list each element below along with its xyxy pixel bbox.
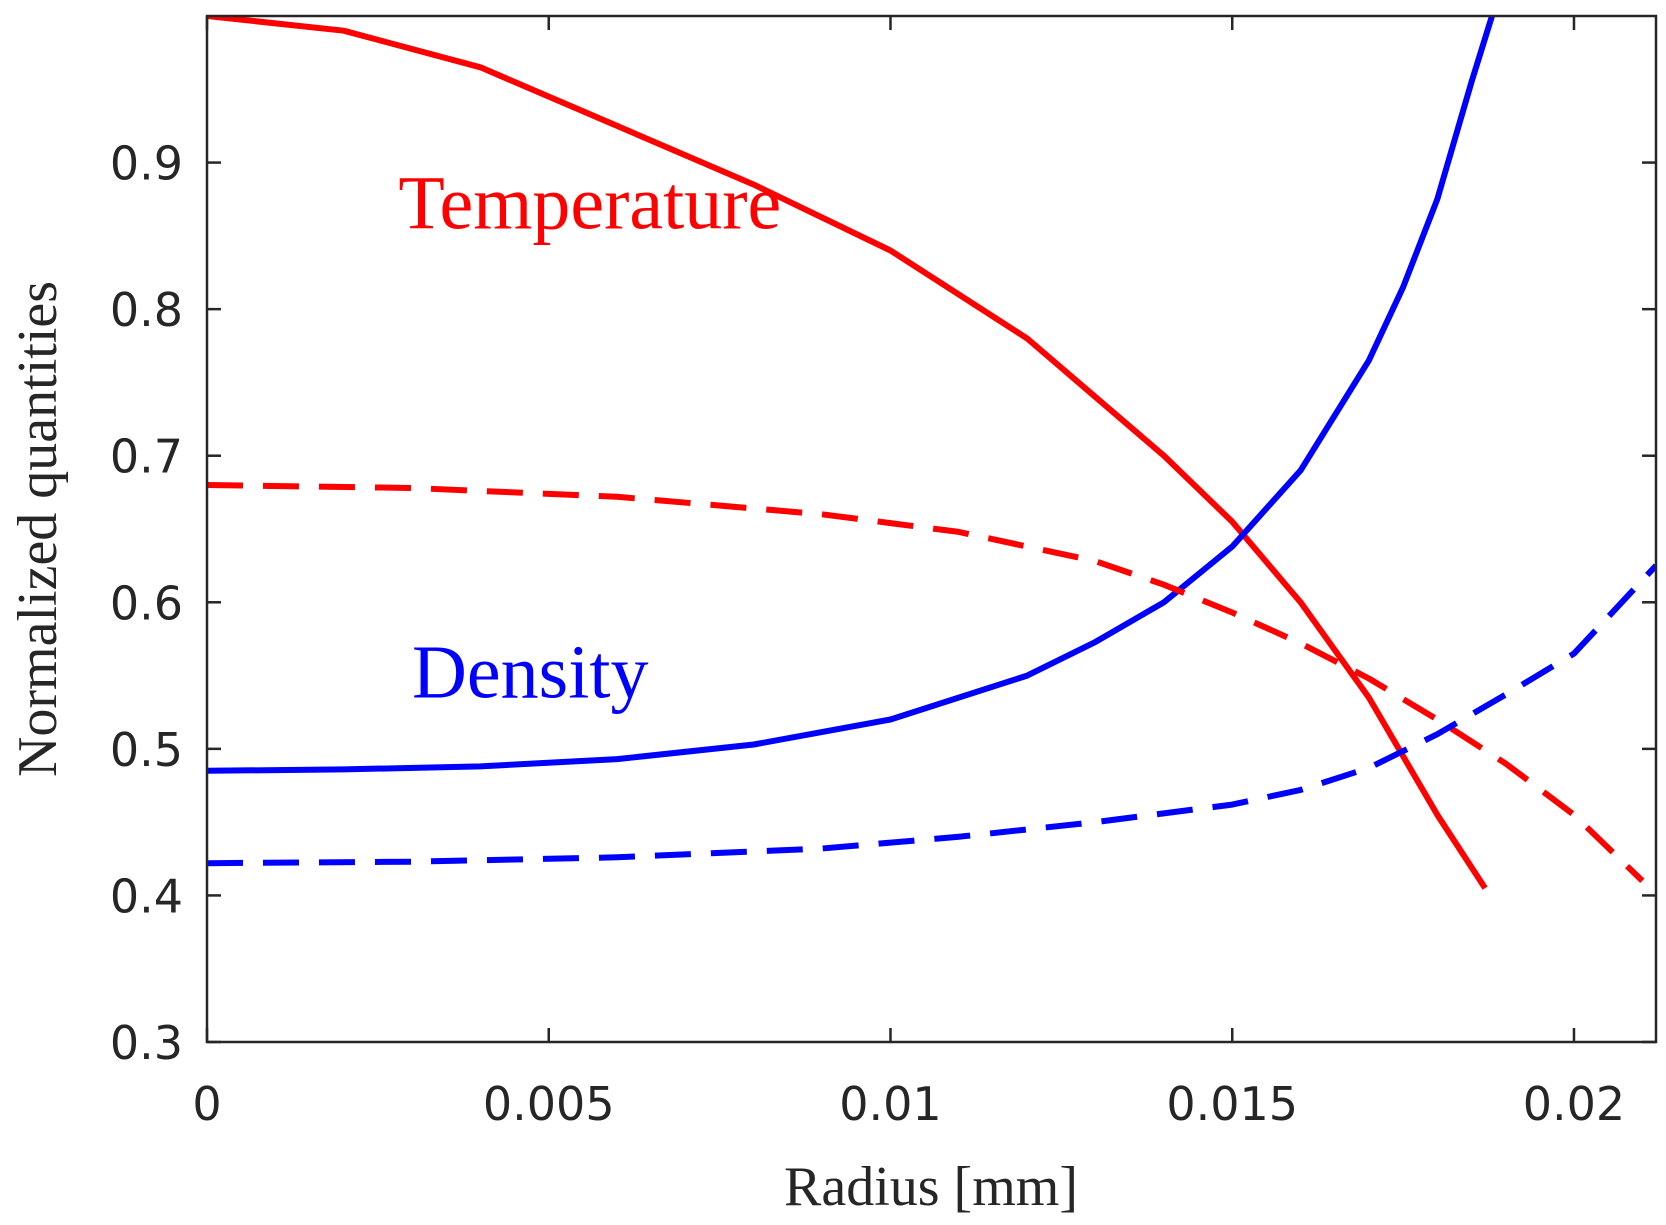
annotation-layer: Temperature Density: [398, 162, 781, 715]
y-tick-label: 0.3: [110, 1016, 183, 1070]
series-layer: [207, 16, 1656, 890]
y-tick-label: 0.6: [110, 576, 183, 630]
x-axis-title: Radius [mm]: [784, 1156, 1078, 1218]
series-line-density-dashed: [207, 563, 1656, 867]
y-tick-label: 0.7: [110, 430, 183, 484]
x-tick-label: 0.005: [483, 1077, 615, 1131]
annotation-temperature: Temperature: [398, 162, 781, 246]
y-tick-label: 0.8: [110, 283, 183, 337]
x-tick-label: 0.02: [1523, 1077, 1625, 1131]
y-axis-title: Normalized quantities: [7, 281, 69, 777]
x-tick-label: 0.01: [839, 1077, 941, 1131]
annotation-density: Density: [412, 631, 648, 715]
y-tick-label: 0.9: [110, 137, 183, 191]
series-line-temperature-solid: [207, 16, 1488, 890]
plot-area-background: [207, 16, 1656, 1042]
y-tick-label: 0.4: [110, 869, 183, 923]
y-tick-label: 0.5: [110, 723, 183, 777]
x-tick-label: 0: [192, 1077, 221, 1131]
series-line-density-solid: [207, 16, 1495, 774]
tick-layer: 0 0.005 0.01 0.015 0.02 0.3 0.4 0.5 0.6 0.7 0.8 0.9: [110, 16, 1656, 1131]
x-tick-label: 0.015: [1166, 1077, 1298, 1131]
axes-box: [205, 14, 1658, 1044]
